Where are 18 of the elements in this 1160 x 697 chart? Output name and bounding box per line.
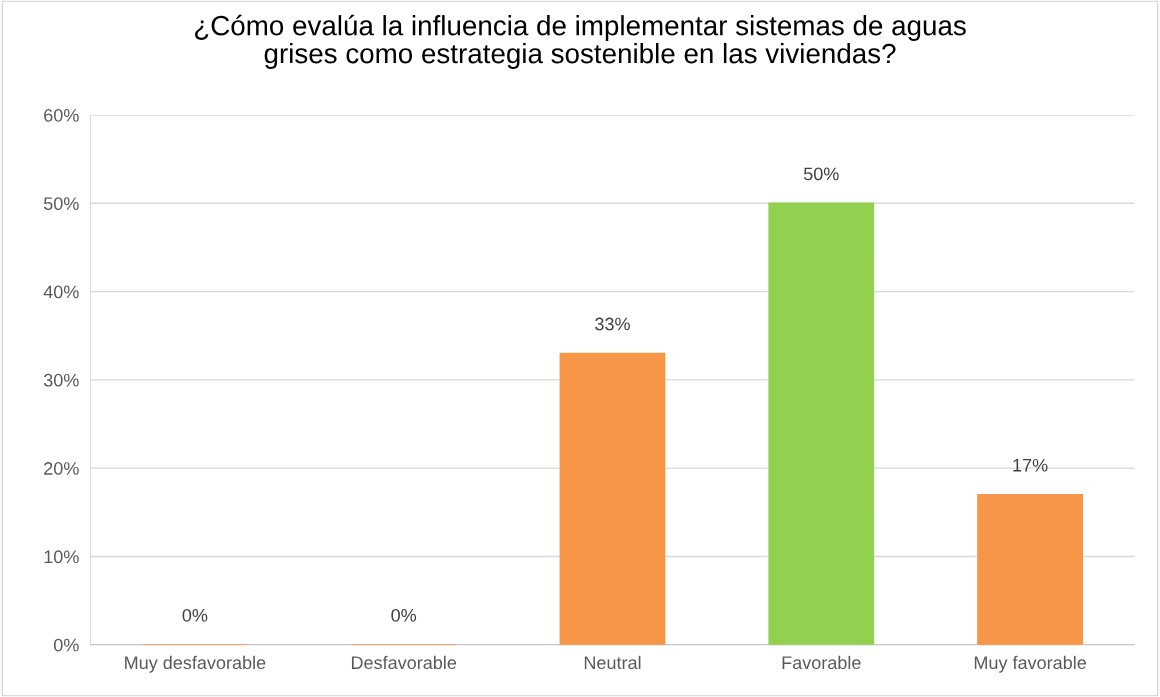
x-tick-label: Favorable: [782, 655, 861, 670]
x-tick-label: Muy favorable: [974, 655, 1086, 673]
x-tick-label: Muy desfavorable: [125, 655, 266, 673]
y-tick-label: 0%: [53, 638, 79, 652]
data-label: 17%: [1013, 458, 1048, 472]
y-tick-label: 10%: [44, 550, 79, 564]
y-tick-label: 30%: [43, 373, 79, 387]
x-tick-label: Desfavorable: [351, 655, 457, 670]
y-tick-label: 20%: [44, 462, 79, 475]
y-tick-label: 40%: [43, 285, 79, 299]
data-label: 50%: [803, 167, 839, 181]
x-tick-label: Neutral: [584, 655, 641, 670]
data-label: 0%: [182, 608, 208, 622]
data-label: 33%: [595, 317, 630, 331]
y-tick-label: 60%: [44, 108, 79, 122]
data-label: 0%: [391, 608, 417, 622]
chart-title: ¿Cómo evalúa la influencia de implementar sistemas de aguas grises como estrategia sostenible en las viviendas?: [195, 14, 966, 69]
y-tick-label: 50%: [43, 197, 79, 211]
